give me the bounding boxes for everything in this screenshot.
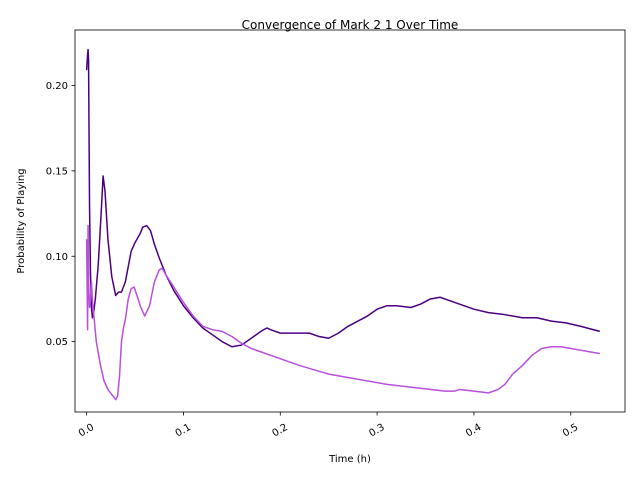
y-axis: 0.05 0.10 0.15 0.20 bbox=[46, 81, 75, 348]
x-tick-label: 0.4 bbox=[464, 422, 483, 439]
chart-title: Convergence of Mark 2 1 Over Time bbox=[242, 18, 459, 32]
series-line-1 bbox=[85, 48, 601, 348]
y-axis-label: Probability of Playing bbox=[16, 168, 27, 273]
x-axis-label: Time (h) bbox=[328, 454, 371, 465]
x-tick-label: 0.1 bbox=[174, 422, 193, 439]
y-tick-label: 0.20 bbox=[46, 81, 68, 92]
y-tick-label: 0.15 bbox=[46, 166, 68, 177]
x-tick-label: 0.2 bbox=[271, 422, 290, 439]
axes-frame bbox=[74, 29, 626, 413]
x-axis: 0.0 0.1 0.2 0.3 0.4 0.5 bbox=[77, 412, 580, 439]
x-tick-label: 0.5 bbox=[561, 422, 580, 439]
x-tick-label: 0.0 bbox=[77, 422, 96, 439]
series-line-2 bbox=[85, 224, 600, 401]
x-tick-label: 0.3 bbox=[367, 422, 386, 439]
y-tick-label: 0.10 bbox=[46, 252, 68, 263]
y-tick-label: 0.05 bbox=[46, 337, 68, 348]
plot-lines bbox=[85, 48, 601, 401]
